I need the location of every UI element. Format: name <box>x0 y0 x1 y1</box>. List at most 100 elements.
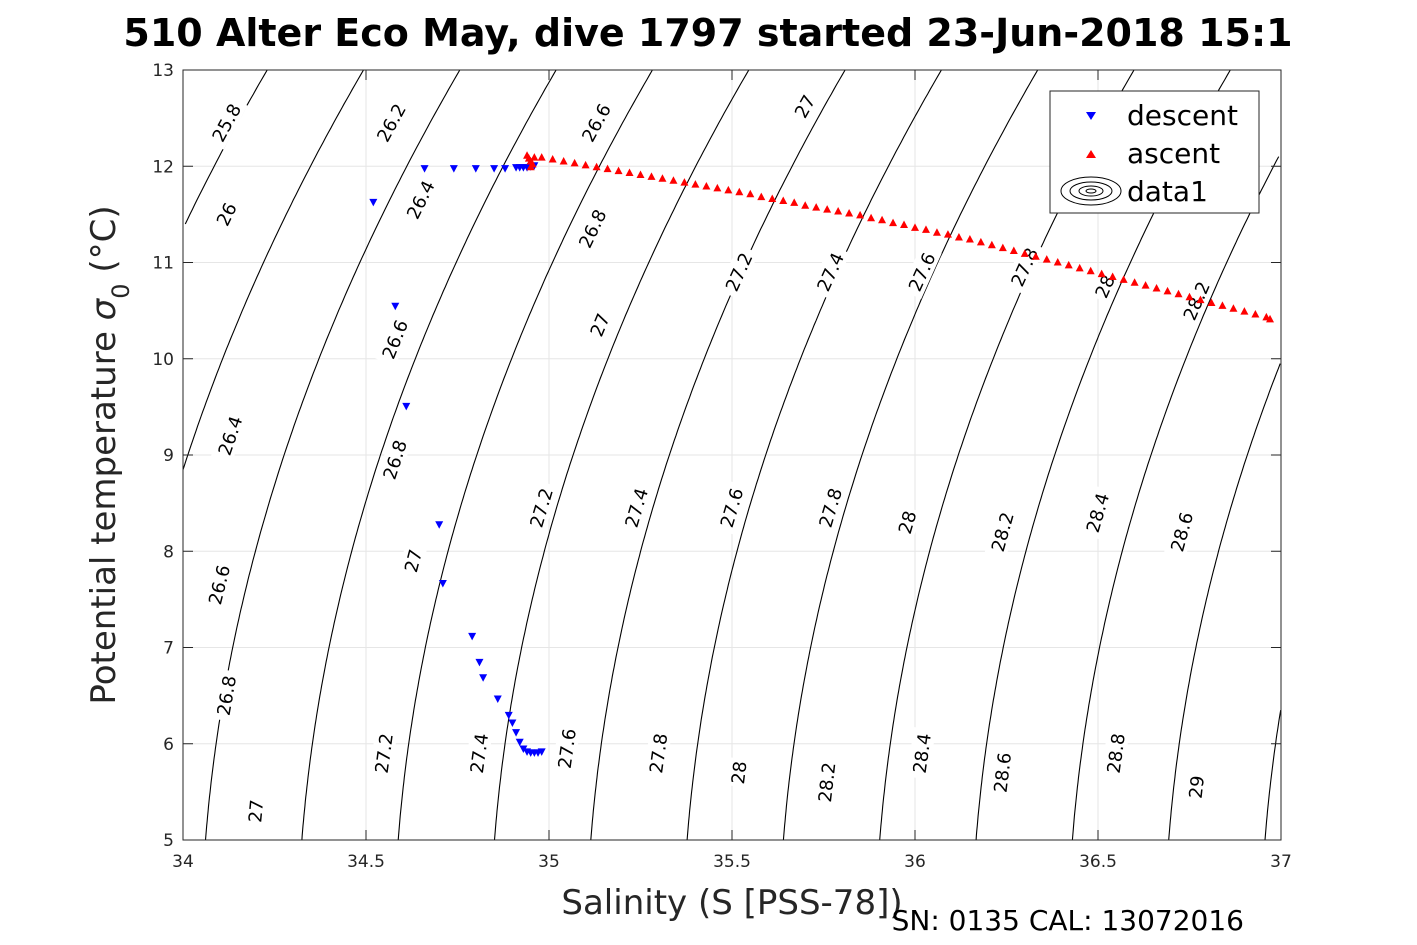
ascent-point <box>658 174 667 182</box>
contour-label-background <box>204 95 248 150</box>
y-tick-label: 12 <box>152 157 174 177</box>
ascent-point <box>526 162 535 171</box>
legend-ascent-marker <box>1086 150 1096 158</box>
ascent-point <box>1152 284 1161 292</box>
ascent-point <box>779 196 788 204</box>
contour-label-background <box>583 307 615 342</box>
ascent-point <box>1064 260 1073 269</box>
contour-line-28-8 <box>1168 363 1281 841</box>
contour-label: 27.6 <box>551 722 581 775</box>
contour-label-background <box>1079 485 1115 540</box>
legend: descent ascent data1 <box>1049 90 1260 214</box>
ascent-point <box>1196 295 1205 304</box>
x-tick-label: 34 <box>172 852 194 872</box>
ascent-point <box>1119 275 1128 283</box>
x-tick-label: 35 <box>538 852 560 872</box>
descent-point <box>501 165 510 173</box>
descent-point <box>515 738 524 747</box>
contour-label-background <box>551 722 581 775</box>
ascent-point <box>878 215 887 224</box>
ascent-point <box>954 233 963 241</box>
ascent-point <box>537 153 546 161</box>
contour-label-background <box>718 244 759 300</box>
ascent-point <box>570 158 579 167</box>
ascent-point <box>1020 249 1029 257</box>
contour-line-27-2 <box>397 69 653 841</box>
contour-line-28 <box>782 69 1039 841</box>
contour-line-29 <box>1264 710 1282 841</box>
ascent-point <box>559 156 568 165</box>
contour-label-background <box>1101 727 1130 780</box>
ascent-point <box>943 230 952 238</box>
contour-label: 28 <box>892 505 922 539</box>
contour-label: 29 <box>1183 771 1209 803</box>
legend-ascent-label: ascent <box>1127 137 1220 170</box>
ascent-point <box>1086 266 1095 275</box>
contour-label-background <box>376 432 413 487</box>
contour-label-text: 27 <box>245 799 268 824</box>
contour-label-background <box>399 172 441 227</box>
contour-label-background <box>812 480 848 535</box>
legend-box <box>1049 90 1260 214</box>
contour-label-background <box>901 244 942 300</box>
ascent-point <box>987 240 996 249</box>
density-contour-labels: 25.82626.226.426.426.626.626.626.826.826… <box>201 88 1216 826</box>
contour-label-background <box>211 408 249 463</box>
ascent-point <box>1240 307 1249 315</box>
ascent-point <box>1075 263 1084 272</box>
descent-point <box>438 579 447 588</box>
contour-label: 28.2 <box>812 756 840 809</box>
ascent-point <box>1042 255 1051 263</box>
contour-label-background <box>374 311 414 367</box>
y-axis-label-unit: (°C) <box>84 205 124 283</box>
x-tick-label: 36.5 <box>1079 852 1117 872</box>
contour-label-background <box>242 796 268 826</box>
ascent-point <box>1130 278 1139 286</box>
ascent-point <box>1266 314 1275 323</box>
ascent-point <box>932 228 941 236</box>
contour-label-background <box>210 668 242 722</box>
ascent-point <box>1185 292 1194 301</box>
contour-label-background <box>907 727 936 780</box>
serial-calibration-footer: SN: 0135 CAL: 13072016 <box>892 904 1244 937</box>
ascent-point <box>735 187 744 196</box>
contour-line-28-6 <box>1071 156 1280 841</box>
contour-label-background <box>892 505 922 539</box>
y-tick-label: 10 <box>152 350 174 370</box>
ascent-point <box>592 162 601 171</box>
y-tick-label: 11 <box>152 254 174 274</box>
contour-label-background <box>209 196 243 232</box>
contour-label-text: 28.2 <box>815 761 840 803</box>
ascent-point <box>889 218 898 227</box>
contour-label-background <box>618 480 654 535</box>
contour-label-background <box>809 244 851 300</box>
descent-point <box>435 521 444 529</box>
contour-label-background <box>523 480 559 535</box>
contour-label-background <box>571 201 613 256</box>
y-tick-label: 8 <box>163 542 174 562</box>
contour-label-background <box>643 727 673 780</box>
density-contours <box>182 69 1282 841</box>
contour-label: 26.4 <box>211 408 249 463</box>
ascent-point <box>1174 289 1183 298</box>
descent-point <box>369 198 378 207</box>
ascent-point <box>900 220 909 228</box>
contour-line-27-6 <box>590 69 846 841</box>
x-axis-label: Salinity (S [PSS-78]) <box>561 883 902 923</box>
y-tick-label: 7 <box>163 639 174 659</box>
descent-point <box>449 165 458 173</box>
ascent-point <box>1108 272 1117 280</box>
ascent-point <box>845 208 854 217</box>
ascent-point <box>1207 298 1216 306</box>
contour-label-text: 28.6 <box>990 751 1016 793</box>
descent-point <box>504 711 513 720</box>
contour-label-background <box>725 757 751 788</box>
contour-label-background <box>984 504 1020 559</box>
x-tick-label: 34.5 <box>347 852 385 872</box>
x-tick-label: 35.5 <box>713 852 751 872</box>
contour-label-background <box>713 480 749 535</box>
ascent-point <box>768 194 777 203</box>
descent-point <box>493 695 502 703</box>
ascent-point <box>757 192 766 201</box>
descent-point <box>508 719 517 728</box>
